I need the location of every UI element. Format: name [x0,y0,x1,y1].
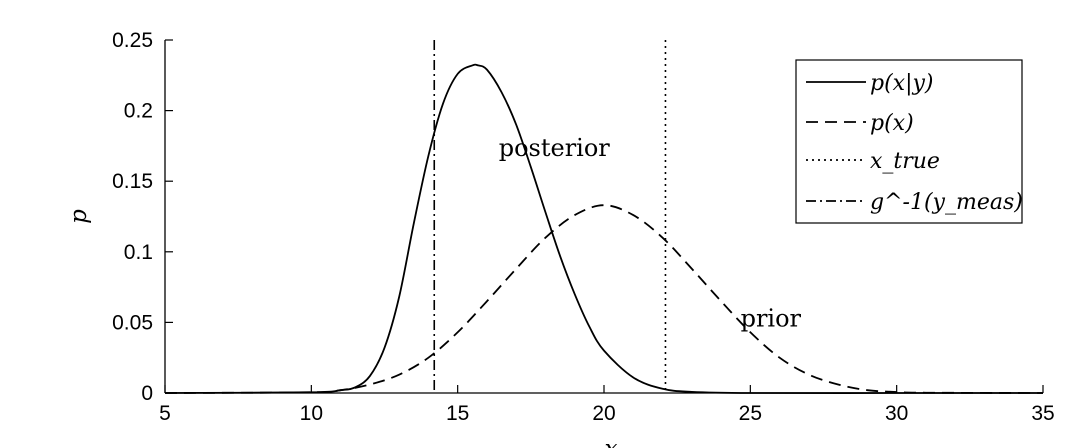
legend: p(x|y) p(x) x_true g^-1(y_meas) [795,59,1023,224]
x-axis-label: x [605,436,618,448]
x-tick-label: 30 [885,402,908,425]
x-tick-label: 35 [1031,402,1054,425]
series-dashed-line [164,204,1044,394]
y-tick-label: 0.2 [124,100,153,123]
x-tick-label: 10 [300,402,323,425]
legend-label: p(x) [870,111,914,136]
y-tick-label: 0.1 [124,241,153,264]
annotation-layer: posterior prior [499,134,802,333]
x-tick-label: 25 [739,402,762,425]
y-tick-label: 0.05 [112,311,153,334]
series-solid-line [164,63,1043,394]
x-tick-label: 5 [159,402,171,425]
x-tick-label: 15 [446,402,469,425]
annotation-label: posterior [499,134,611,162]
x-tick-label: 20 [592,402,615,425]
legend-label: x_true [870,149,940,174]
y-tick-label: 0.25 [112,29,153,52]
y-tick-label: 0 [141,382,153,405]
y-axis-label: p [66,209,92,224]
annotation-label: prior [741,305,802,333]
ticks: 5 10 15 20 25 30 35 0 0.05 0.1 0.15 0.2 0.25 [112,29,1055,425]
y-tick-label: 0.15 [112,170,153,193]
legend-label: p(x|y) [870,71,934,96]
legend-box [795,59,1023,224]
series-layer [164,40,1044,394]
legend-label: g^-1(y_meas) [870,190,1023,215]
